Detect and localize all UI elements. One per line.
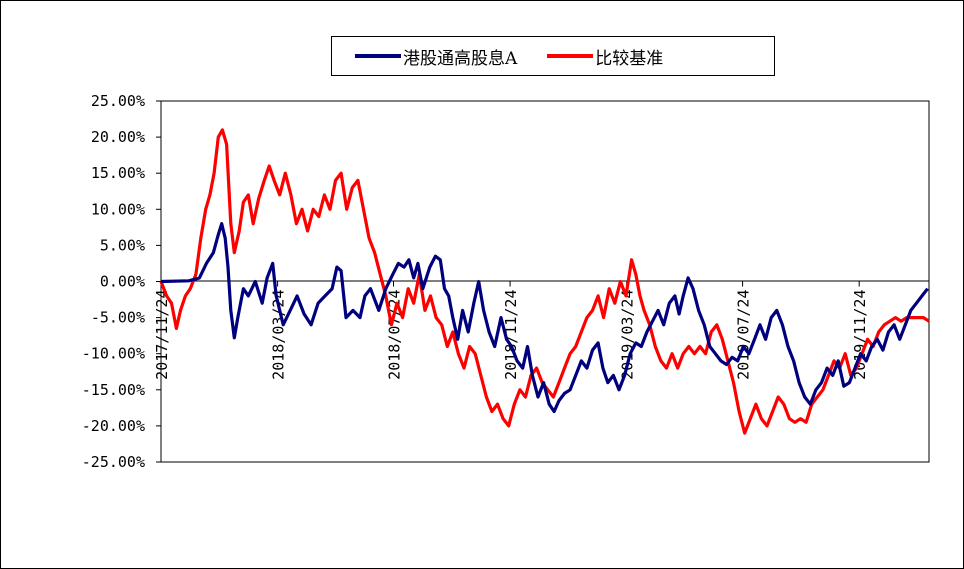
x-tick-label: 2019/07/24 (735, 290, 753, 380)
legend-label-series-2: 比较基准 (595, 48, 664, 69)
y-tick-label: -10.00% (82, 345, 145, 363)
x-tick-label: 2019/11/24 (851, 290, 869, 380)
legend-swatch-series-1 (355, 54, 401, 58)
series-layer (159, 128, 930, 435)
legend-label-series-1: 港股通高股息A (403, 48, 518, 69)
x-tick-label: 2019/03/24 (619, 290, 637, 380)
y-tick-label: 20.00% (91, 128, 145, 146)
series-line-1 (160, 222, 929, 414)
y-tick-label: -15.00% (82, 381, 145, 399)
y-axis: 25.00% 20.00% 15.00% 10.00% 5.00% 0.00% -5.00%… (82, 92, 161, 471)
x-tick-label: 2017/11/24 (153, 290, 171, 380)
legend-swatch-series-2 (547, 54, 594, 58)
y-tick-label: -20.00% (82, 417, 145, 435)
x-tick-label: 2018/03/24 (270, 290, 288, 380)
y-tick-label: 5.00% (100, 236, 145, 254)
y-tick-label: 15.00% (91, 164, 145, 182)
legend-item-series-1: 港股通高股息A (355, 44, 517, 69)
legend: 港股通高股息A 比较基准 (331, 36, 775, 76)
legend-item-series-2: 比较基准 (547, 44, 663, 69)
y-tick-label: 25.00% (91, 92, 145, 110)
y-tick-label: 10.00% (91, 200, 145, 218)
y-tick-label: -5.00% (91, 309, 145, 327)
y-tick-label: -25.00% (82, 453, 145, 471)
series-line-2 (159, 128, 930, 435)
y-tick-label: 0.00% (100, 273, 145, 291)
